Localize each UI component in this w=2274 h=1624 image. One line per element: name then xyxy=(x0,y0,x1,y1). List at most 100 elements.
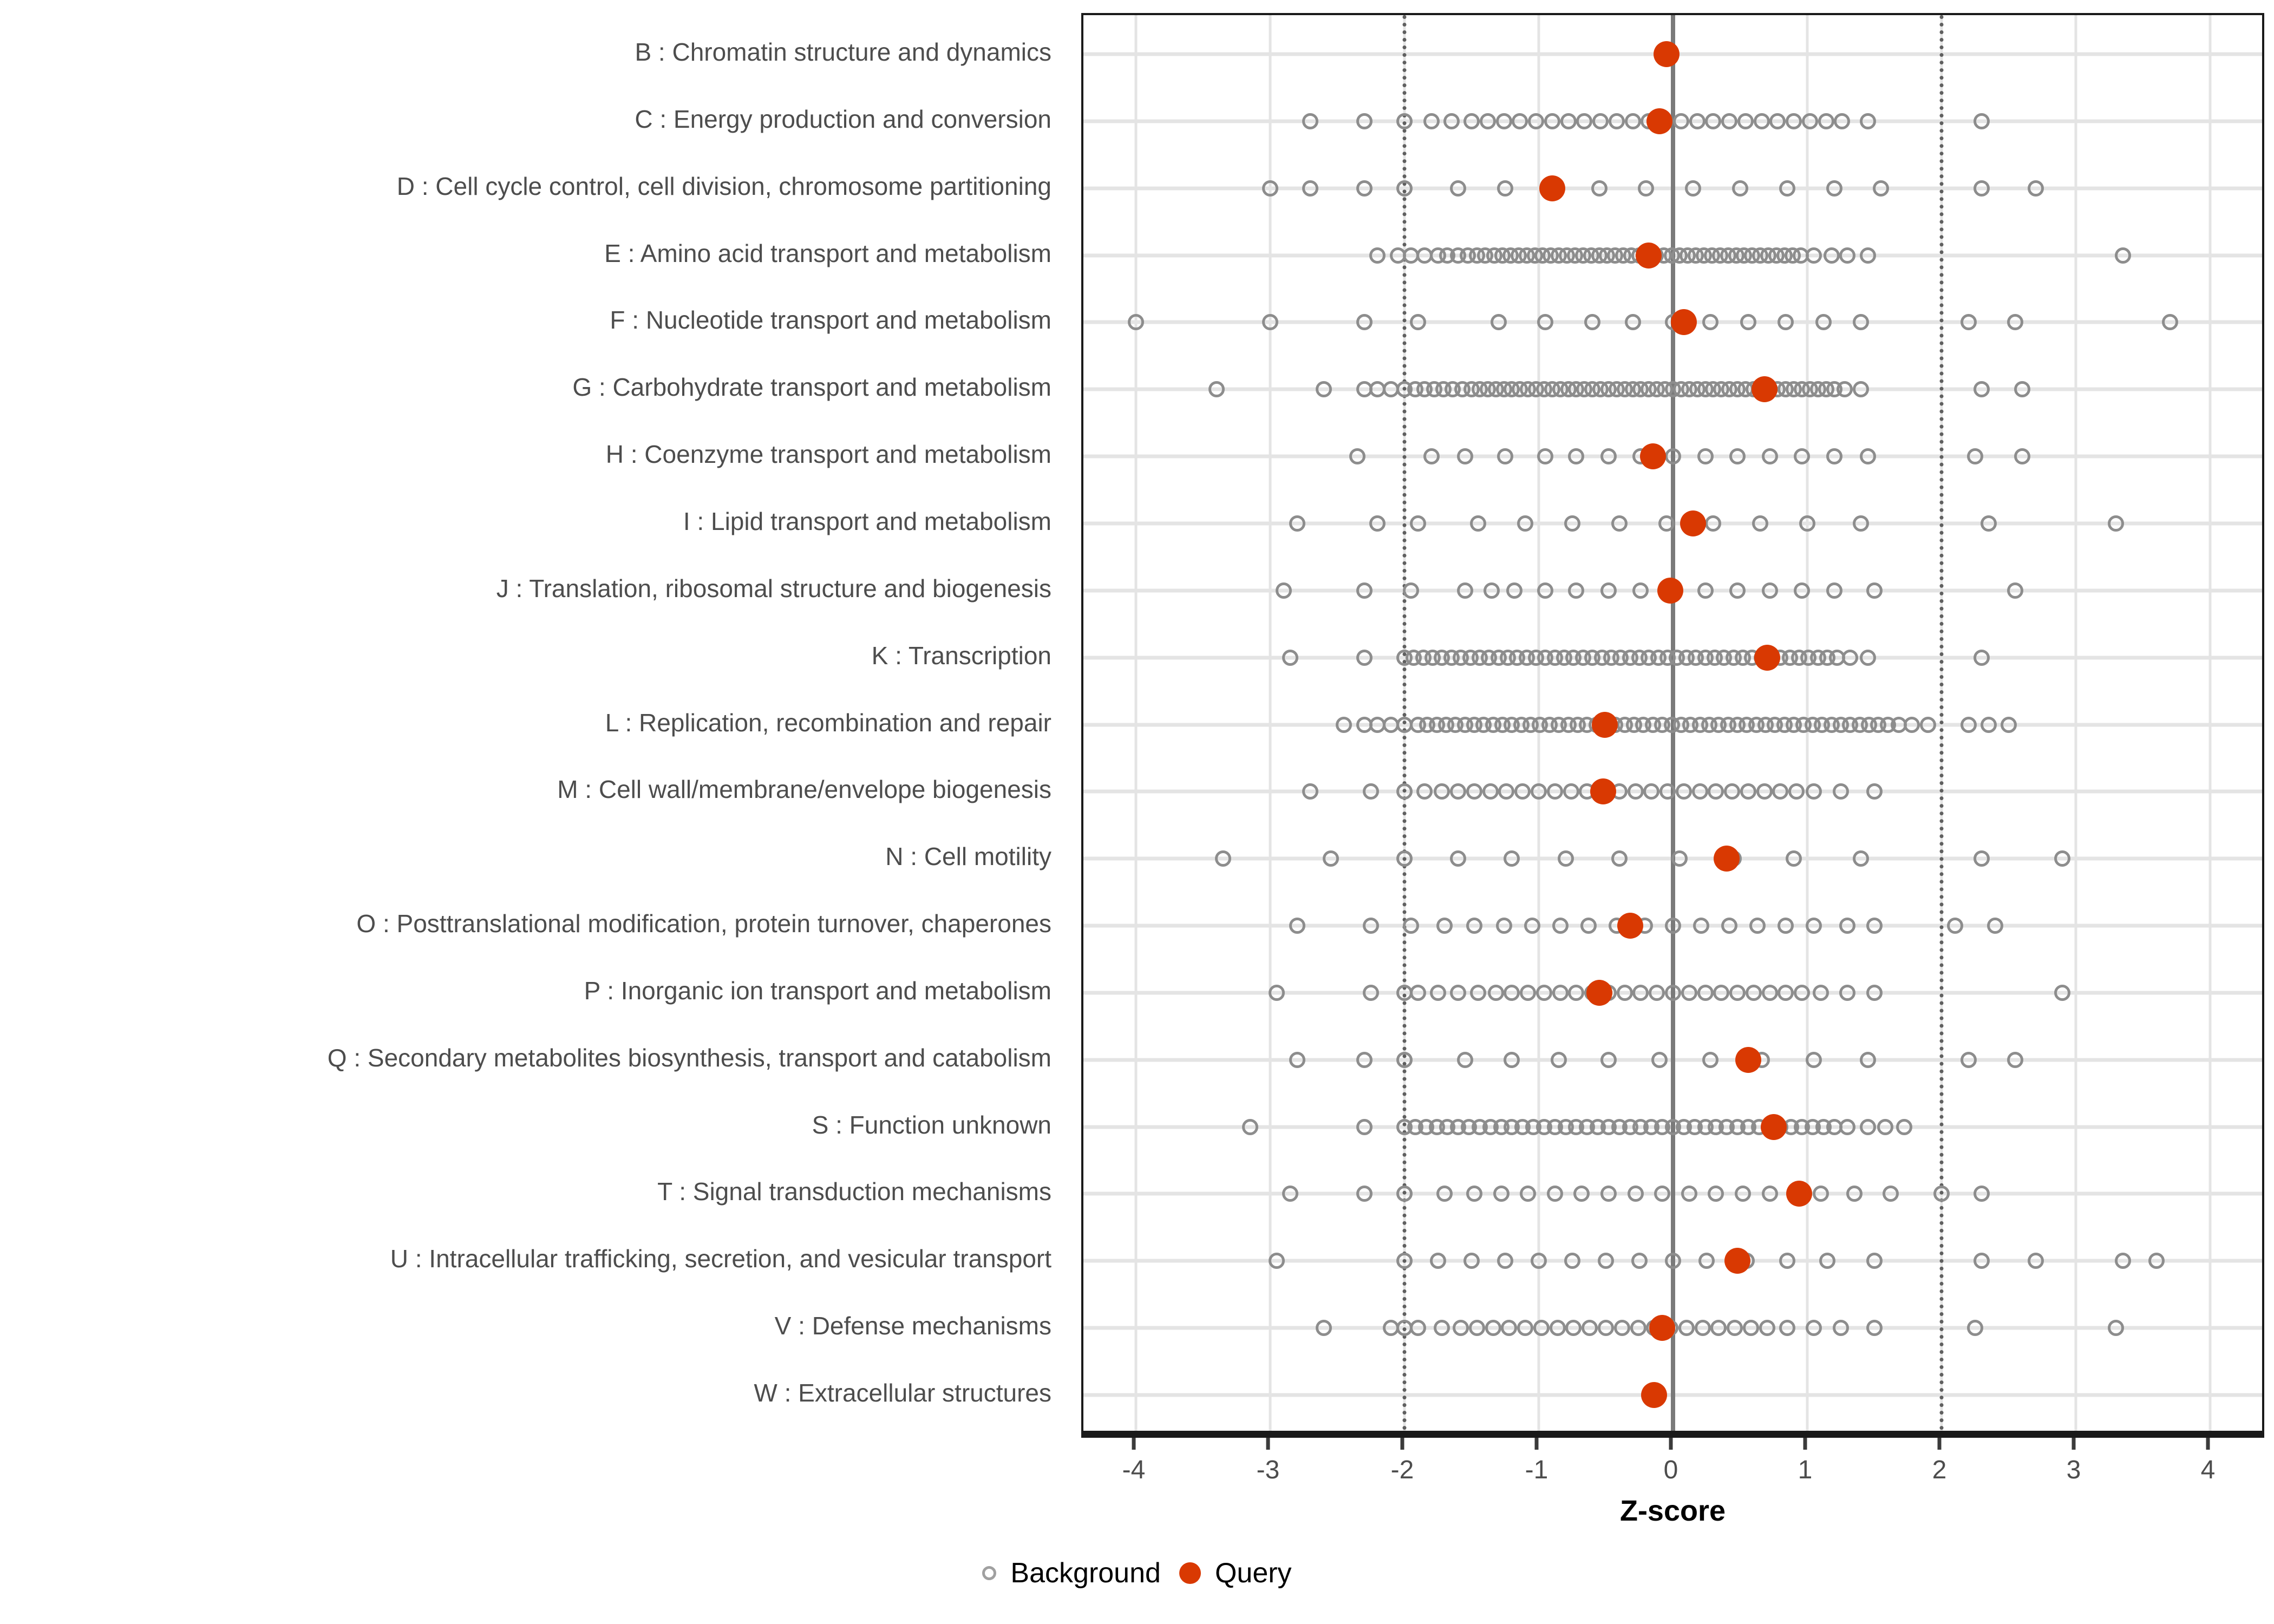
background-point xyxy=(1430,1253,1446,1269)
background-point xyxy=(1859,649,1876,666)
background-point xyxy=(1778,314,1794,331)
background-point xyxy=(1564,1253,1580,1269)
background-point xyxy=(1778,918,1794,934)
background-point xyxy=(1866,918,1883,934)
background-point xyxy=(1749,918,1766,934)
background-point xyxy=(1859,247,1876,264)
legend-item-query[interactable]: Query xyxy=(1179,1559,1292,1587)
background-point xyxy=(1737,113,1754,129)
background-point xyxy=(2007,582,2024,599)
background-point xyxy=(1685,180,1702,197)
background-point xyxy=(1837,381,1853,398)
query-point xyxy=(1786,1181,1813,1207)
background-point xyxy=(1853,515,1870,532)
background-point xyxy=(1761,448,1778,465)
y-axis-label: P : Inorganic ion transport and metaboli… xyxy=(584,976,1051,1005)
background-point xyxy=(1839,247,1856,264)
background-point xyxy=(1584,314,1601,331)
x-axis-tick-label: 2 xyxy=(1932,1456,1947,1484)
background-point xyxy=(1512,113,1528,129)
background-point xyxy=(1302,180,1319,197)
background-point xyxy=(1710,1320,1727,1337)
background-point xyxy=(1356,180,1373,197)
background-point xyxy=(1980,515,1997,532)
background-point xyxy=(1759,1320,1775,1337)
background-point xyxy=(1356,314,1373,331)
background-point xyxy=(1369,247,1386,264)
background-point xyxy=(1322,850,1339,867)
background-point xyxy=(1665,1253,1681,1269)
y-axis-label: L : Replication, recombination and repai… xyxy=(605,708,1051,737)
query-point xyxy=(1657,577,1684,604)
background-point xyxy=(1624,314,1641,331)
background-point xyxy=(1839,918,1856,934)
query-point xyxy=(1653,41,1680,67)
background-point xyxy=(1779,1320,1795,1337)
background-point xyxy=(1356,1051,1373,1068)
x-axis-tick-label: -3 xyxy=(1256,1456,1280,1484)
filled-circle-icon xyxy=(1179,1562,1201,1584)
background-point xyxy=(1630,1320,1646,1337)
query-point xyxy=(1639,443,1666,470)
y-axis-label: C : Energy production and conversion xyxy=(635,104,1051,133)
background-point xyxy=(1960,1051,1977,1068)
x-axis-tick-label: -4 xyxy=(1122,1456,1146,1484)
background-point xyxy=(1356,1186,1373,1202)
background-point xyxy=(1732,180,1748,197)
background-point xyxy=(1675,783,1692,800)
background-point xyxy=(1598,1320,1614,1337)
grid-line-vertical xyxy=(1269,15,1272,1431)
background-point xyxy=(1524,918,1540,934)
background-point xyxy=(1498,783,1515,800)
background-point xyxy=(1756,783,1773,800)
background-point xyxy=(1600,1186,1617,1202)
background-point xyxy=(1794,984,1811,1001)
background-point xyxy=(1967,1320,1983,1337)
background-point xyxy=(1727,1320,1743,1337)
background-point xyxy=(1980,716,1997,733)
legend-item-background[interactable]: Background xyxy=(982,1559,1161,1587)
background-point xyxy=(2114,247,2131,264)
background-point xyxy=(1826,448,1842,465)
background-point xyxy=(1859,448,1876,465)
background-point xyxy=(1485,1320,1501,1337)
background-point xyxy=(1466,783,1482,800)
background-point xyxy=(1819,1253,1836,1269)
background-point xyxy=(1846,1186,1863,1202)
background-point xyxy=(1463,113,1480,129)
background-point xyxy=(1658,515,1675,532)
background-point xyxy=(1549,1320,1566,1337)
y-axis-label: B : Chromatin structure and dynamics xyxy=(635,38,1051,66)
background-point xyxy=(1504,850,1520,867)
background-point xyxy=(1396,1051,1413,1068)
background-point xyxy=(1740,783,1756,800)
background-point xyxy=(1403,918,1420,934)
background-point xyxy=(1806,247,1822,264)
background-point xyxy=(1823,247,1840,264)
background-point xyxy=(1815,314,1832,331)
y-axis-label: G : Carbohydrate transport and metabolis… xyxy=(572,373,1051,402)
x-axis-tick xyxy=(2072,1438,2076,1450)
background-point xyxy=(1363,918,1379,934)
x-axis-tick-label: 3 xyxy=(2066,1456,2081,1484)
background-point xyxy=(1463,1253,1480,1269)
background-point xyxy=(1721,113,1738,129)
query-point xyxy=(1641,1382,1668,1408)
background-point xyxy=(1453,1320,1469,1337)
background-point xyxy=(1275,582,1292,599)
background-point xyxy=(1552,984,1569,1001)
background-point xyxy=(2007,314,2024,331)
query-point xyxy=(1617,913,1643,939)
background-point xyxy=(1416,783,1433,800)
query-point xyxy=(1591,711,1618,738)
background-point xyxy=(1933,1186,1950,1202)
background-point xyxy=(2001,716,2017,733)
background-point xyxy=(2014,448,2030,465)
background-point xyxy=(1363,783,1379,800)
background-point xyxy=(1631,1253,1648,1269)
background-point xyxy=(1576,113,1593,129)
x-axis-tick xyxy=(1132,1438,1136,1450)
background-point xyxy=(1262,314,1278,331)
y-axis-label: D : Cell cycle control, cell division, c… xyxy=(396,172,1051,200)
